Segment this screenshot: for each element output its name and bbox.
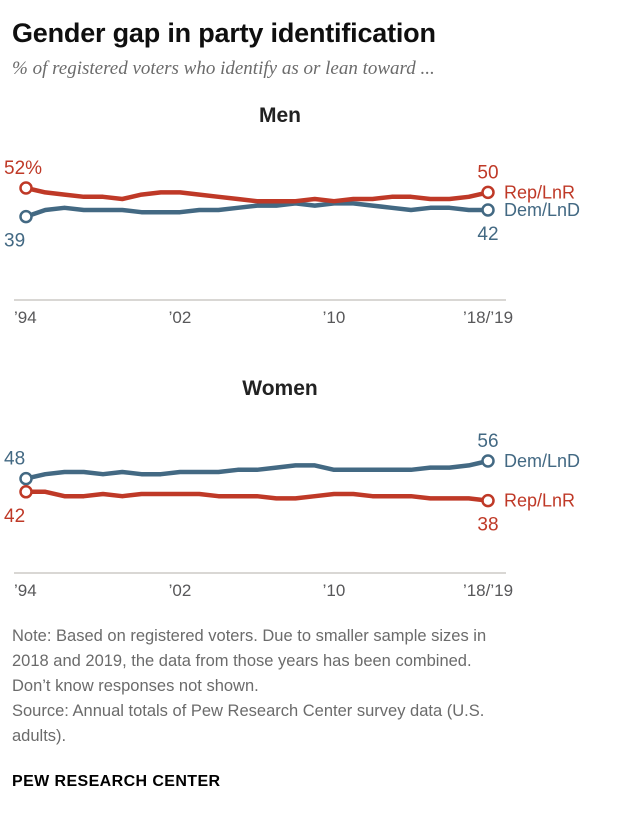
chart-notes: Note: Based on registered voters. Due to… (12, 624, 608, 749)
rep-lnr-series-label: Rep/LnR (504, 182, 575, 202)
women-chart-section: Women ’94 ’02 ’10 ’18/’19 48 56 Dem/LnD 42 38 Rep… (0, 377, 620, 608)
rep-lnr-start-marker (19, 485, 33, 499)
x-tick-label: ’18/’19 (463, 581, 513, 600)
dem-lnd-line (23, 458, 491, 481)
dem-lnd-start-marker (19, 209, 33, 224)
x-tick-label: ’02 (169, 581, 192, 600)
women-chart-title: Women (242, 377, 318, 400)
women-line-chart: ’94 ’02 ’10 ’18/’19 48 56 Dem/LnD 42 38 Rep/LnR (4, 431, 580, 600)
x-tick-label: ’94 (14, 308, 37, 327)
rep-lnr-start-value-label: 52% (4, 158, 42, 179)
men-chart-title: Men (259, 104, 301, 127)
men-chart-section: Men ’94 ’02 ’10 ’18/’19 52% 50 Rep/LnR 39 42 Dem/… (0, 104, 620, 335)
rep-lnr-line (23, 185, 491, 204)
dem-lnd-series-label: Dem/LnD (504, 200, 580, 220)
dem-lnd-end-value-label: 56 (477, 431, 498, 452)
dem-lnd-end-value-label: 42 (477, 224, 498, 245)
x-tick-label: ’10 (323, 308, 346, 327)
x-tick-label: ’94 (14, 581, 37, 600)
pew-research-center-wordmark: PEW RESEARCH CENTER (12, 773, 221, 791)
page-subtitle: % of registered voters who identify as o… (12, 58, 435, 79)
rep-lnr-series-label: Rep/LnR (504, 491, 575, 511)
rep-lnr-end-marker (481, 493, 495, 508)
dem-lnd-line (23, 201, 491, 219)
note-line: 2018 and 2019, the data from those years… (12, 652, 472, 671)
rep-lnr-end-value-label: 38 (477, 515, 498, 536)
note-line: Note: Based on registered voters. Due to… (12, 627, 487, 645)
page-title: Gender gap in party identification (12, 18, 436, 48)
dem-lnd-start-value-label: 39 (4, 231, 25, 252)
x-tick-label: ’18/’19 (463, 308, 513, 327)
source-line: Source: Annual totals of Pew Research Ce… (12, 702, 485, 721)
source-line: adults). (12, 727, 67, 746)
rep-lnr-line (23, 489, 491, 503)
rep-lnr-end-marker (481, 185, 495, 200)
dem-lnd-start-marker (19, 471, 33, 486)
rep-lnr-start-value-label: 42 (4, 506, 25, 527)
note-line: Don’t know responses not shown. (12, 677, 259, 696)
rep-lnr-end-value-label: 50 (477, 162, 498, 183)
dem-lnd-series-label: Dem/LnD (504, 451, 580, 471)
dem-lnd-start-value-label: 48 (4, 449, 25, 470)
x-tick-label: ’02 (169, 308, 192, 327)
rep-lnr-start-marker (19, 181, 33, 195)
dem-lnd-end-marker (481, 203, 495, 217)
dem-lnd-end-marker (481, 454, 495, 468)
men-line-chart: ’94 ’02 ’10 ’18/’19 52% 50 Rep/LnR 39 42 Dem/LnD (4, 158, 580, 327)
x-tick-label: ’10 (323, 581, 346, 600)
